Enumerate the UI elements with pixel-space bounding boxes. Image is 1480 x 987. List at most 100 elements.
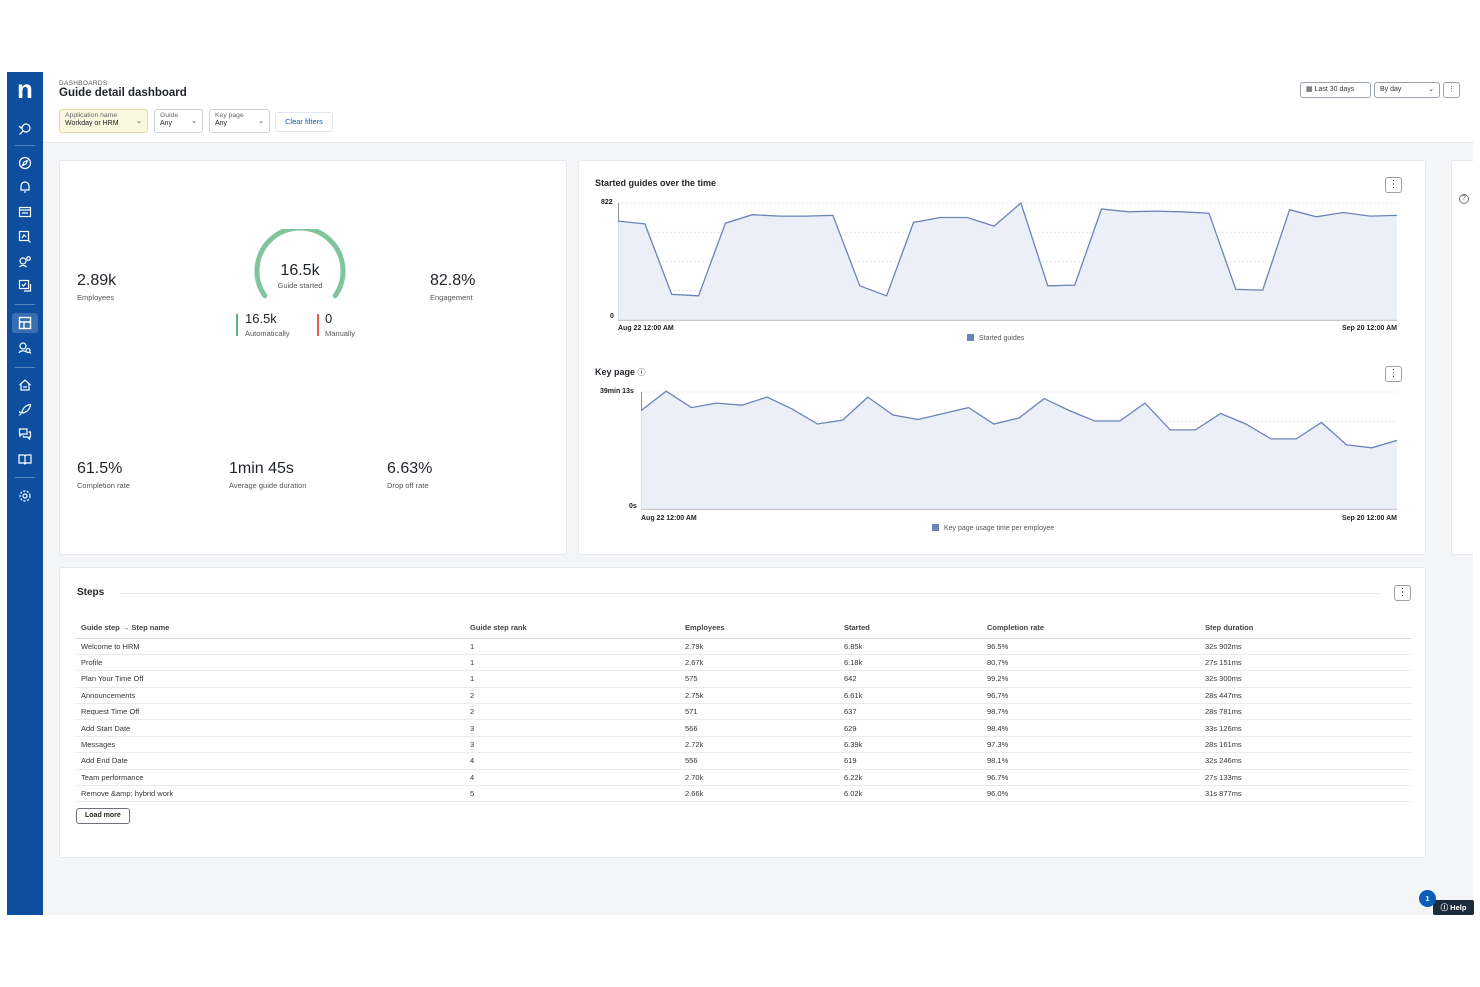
data-point[interactable] <box>1260 287 1266 293</box>
data-point[interactable] <box>696 293 702 299</box>
data-point[interactable] <box>966 405 972 411</box>
data-point[interactable] <box>1367 213 1373 219</box>
gear-icon[interactable] <box>18 489 32 503</box>
legend-started-guides[interactable]: Started guides <box>967 334 1024 342</box>
data-point[interactable] <box>669 291 675 297</box>
table-row[interactable]: Remove &amp; hybrid work 5 2.66k 6.02k 96.0%… <box>75 785 1411 803</box>
data-point[interactable] <box>937 215 943 221</box>
data-point[interactable] <box>764 394 770 400</box>
column-header[interactable]: Guide step → Step name <box>75 618 464 639</box>
data-point[interactable] <box>940 411 946 417</box>
table-row[interactable]: Team performance 4 2.70k 6.22k 96.7% 27s 133m… <box>75 769 1411 787</box>
filter-application-name[interactable]: Application name Workday or HRM ⌄ <box>59 109 148 133</box>
data-point[interactable] <box>1142 400 1148 406</box>
data-point[interactable] <box>1072 282 1078 288</box>
data-point[interactable] <box>1045 283 1051 289</box>
help-circle-icon[interactable]: ? <box>1459 194 1469 204</box>
table-row[interactable]: Profile 1 2.67k 6.18k 80.7% 27s 151ms <box>75 654 1411 672</box>
data-point[interactable] <box>803 213 809 219</box>
data-point[interactable] <box>964 215 970 221</box>
data-point[interactable] <box>1167 427 1173 433</box>
data-point[interactable] <box>857 283 863 289</box>
rocket-icon[interactable] <box>18 403 32 417</box>
steps-more-button[interactable]: ⋮ <box>1394 585 1411 601</box>
chart-more-button[interactable]: ⋮ <box>1385 366 1402 382</box>
bell-icon[interactable] <box>18 180 32 194</box>
app-logo[interactable]: n <box>17 74 33 104</box>
data-point[interactable] <box>1041 396 1047 402</box>
data-point[interactable] <box>1066 408 1072 414</box>
data-point[interactable] <box>1192 427 1198 433</box>
data-point[interactable] <box>789 406 795 412</box>
table-row[interactable]: Add End Date 4 556 619 98.1% 32s 246ms <box>75 752 1411 770</box>
data-point[interactable] <box>884 293 890 299</box>
data-point[interactable] <box>1179 209 1185 215</box>
data-point[interactable] <box>1092 418 1098 424</box>
breadcrumb[interactable]: DASHBOARDS <box>59 80 108 87</box>
table-row[interactable]: Welcome to HRM 1 2.79k 6.85k 96.5% 32s 902ms <box>75 638 1411 655</box>
data-point[interactable] <box>1016 415 1022 421</box>
data-point[interactable] <box>714 400 720 406</box>
data-point[interactable] <box>1125 209 1131 215</box>
data-point[interactable] <box>840 417 846 423</box>
header-more-button[interactable]: ⋮ <box>1443 82 1460 98</box>
data-point[interactable] <box>642 221 648 227</box>
help-button[interactable]: ⓘ Help <box>1433 900 1474 915</box>
table-row[interactable]: Add Start Date 3 566 629 98.4% 33s 126ms <box>75 719 1411 737</box>
data-point[interactable] <box>830 212 836 218</box>
data-point[interactable] <box>1318 419 1324 425</box>
load-more-button[interactable]: Load more <box>76 808 130 824</box>
granularity-select[interactable]: By day ⌄ <box>1374 82 1440 98</box>
data-point[interactable] <box>1243 421 1249 427</box>
date-range-button[interactable]: ▦ Last 30 days <box>1300 82 1371 98</box>
data-point[interactable] <box>1206 210 1212 216</box>
table-row[interactable]: Messages 3 2.72k 6.39k 97.3% 28s 161ms <box>75 736 1411 754</box>
column-header[interactable]: Started <box>838 618 981 639</box>
home-icon[interactable] <box>18 378 32 392</box>
table-row[interactable]: Plan Your Time Off 1 575 642 99.2% 32s 300ms <box>75 670 1411 688</box>
data-point[interactable] <box>1313 214 1319 220</box>
data-point[interactable] <box>1152 208 1158 214</box>
column-header[interactable]: Completion rate <box>981 618 1199 639</box>
legend-key-page[interactable]: Key page usage time per employee <box>932 524 1054 532</box>
data-point[interactable] <box>814 421 820 427</box>
filter-key-page[interactable]: Key page Any ⌄ <box>209 109 270 133</box>
data-point[interactable] <box>991 421 997 427</box>
users-settings-icon[interactable] <box>18 255 32 269</box>
data-point[interactable] <box>1117 418 1123 424</box>
data-point[interactable] <box>1293 436 1299 442</box>
data-point[interactable] <box>776 213 782 219</box>
data-point[interactable] <box>1218 411 1224 417</box>
dashboard-icon[interactable] <box>18 316 32 330</box>
data-point[interactable] <box>991 223 997 229</box>
column-header[interactable]: Step duration <box>1199 618 1411 639</box>
series-line[interactable] <box>618 201 1397 297</box>
data-point[interactable] <box>1268 436 1274 442</box>
data-point[interactable] <box>915 417 921 423</box>
chart-search-icon[interactable] <box>18 230 32 244</box>
data-point[interactable] <box>1233 286 1239 292</box>
column-header[interactable]: Employees <box>679 618 838 639</box>
series-line[interactable] <box>641 390 1397 449</box>
data-point[interactable] <box>1344 442 1350 448</box>
data-point[interactable] <box>1369 445 1375 451</box>
chart-more-button[interactable]: ⋮ <box>1385 177 1402 193</box>
filter-guide[interactable]: Guide Any ⌄ <box>154 109 203 133</box>
data-point[interactable] <box>1340 210 1346 216</box>
notification-badge[interactable]: 1 <box>1419 890 1436 907</box>
data-point[interactable] <box>688 405 694 411</box>
data-point[interactable] <box>890 412 896 418</box>
search-history-icon[interactable] <box>18 122 32 136</box>
data-point[interactable] <box>722 220 728 226</box>
book-icon[interactable] <box>18 452 32 466</box>
data-point[interactable] <box>865 394 871 400</box>
table-row[interactable]: Announcements 2 2.75k 6.61k 96.7% 28s 447ms <box>75 687 1411 705</box>
data-point[interactable] <box>1099 206 1105 212</box>
clear-filters-button[interactable]: Clear filters <box>275 112 333 132</box>
table-row[interactable]: Request Time Off 2 571 637 98.7% 28s 781ms <box>75 703 1411 721</box>
person-search-icon[interactable] <box>18 341 32 355</box>
chat-check-icon[interactable] <box>18 279 32 293</box>
data-point[interactable] <box>1287 207 1293 213</box>
info-icon[interactable]: ⓘ <box>637 368 646 377</box>
messages-icon[interactable] <box>18 427 32 441</box>
